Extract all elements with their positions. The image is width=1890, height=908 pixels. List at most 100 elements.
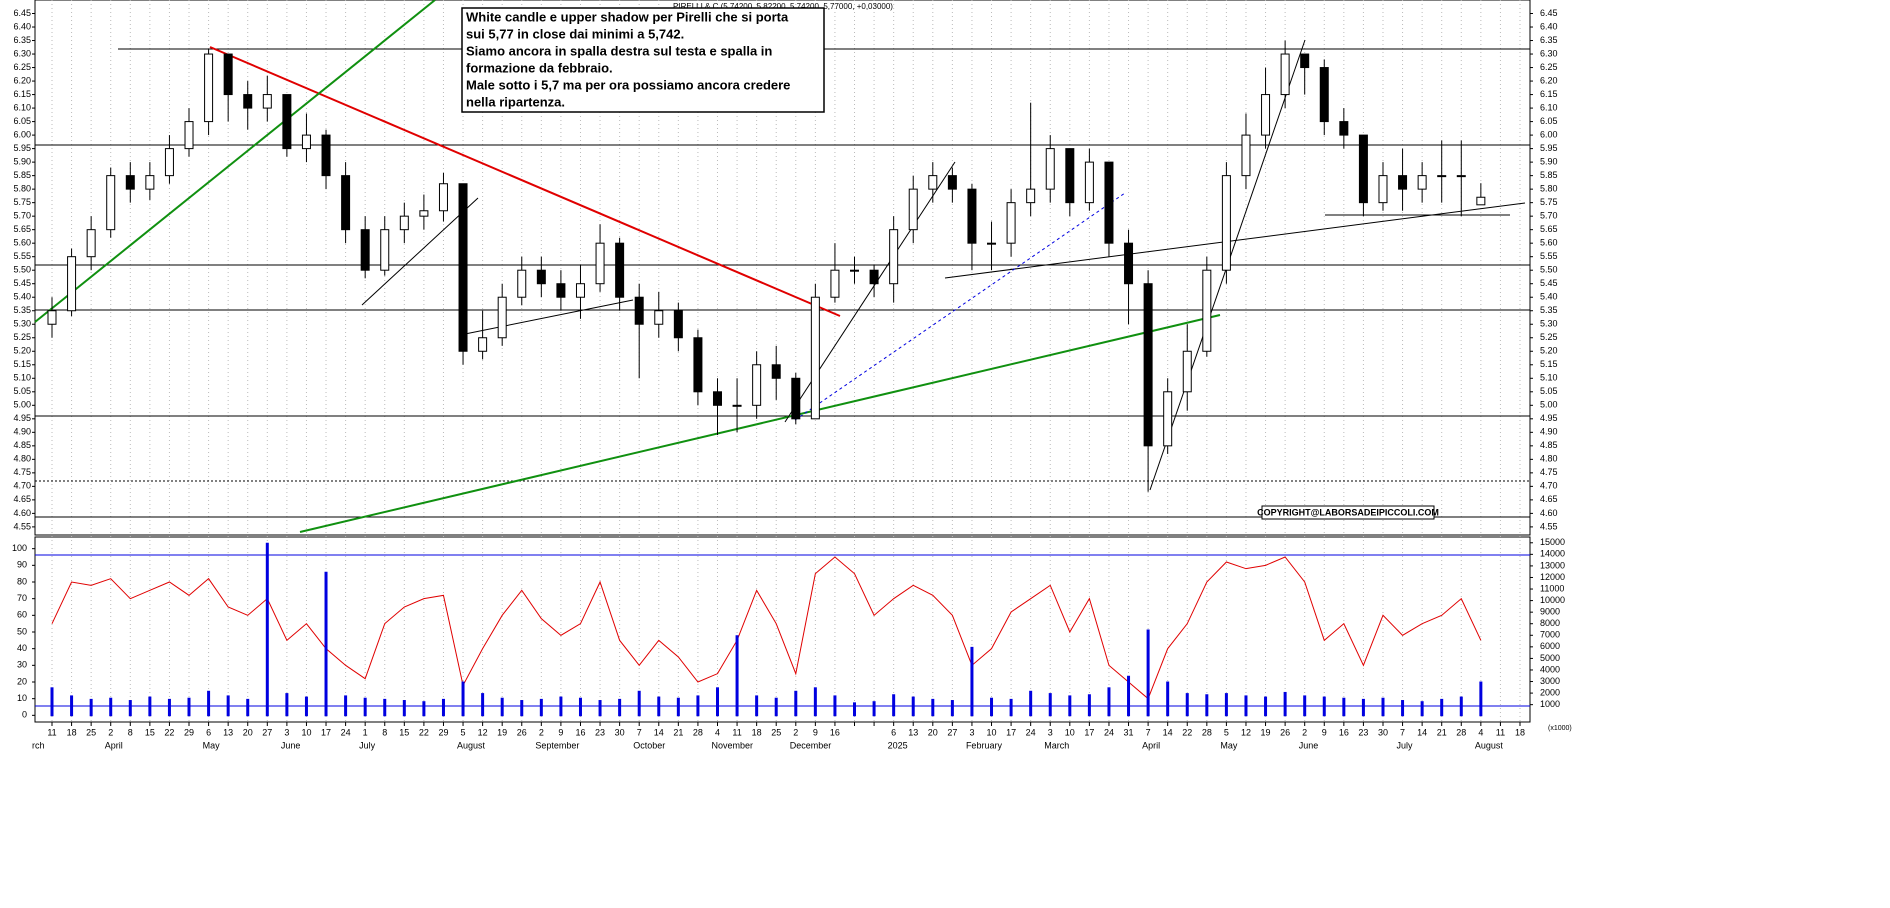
candle-body xyxy=(282,94,292,150)
candle-body xyxy=(1398,175,1408,190)
annotation-line: sui 5,77 in close dai minimi a 5,742. xyxy=(466,26,684,41)
candle-body xyxy=(673,310,683,339)
y-tick-label: 5.40 xyxy=(1540,292,1558,302)
x-tick-label: 14 xyxy=(1417,727,1427,737)
y-tick-label: 4.80 xyxy=(1540,454,1558,464)
y-tick-label: 90 xyxy=(17,560,27,570)
month-label: February xyxy=(966,740,1003,750)
candle-body xyxy=(654,310,664,325)
y-tick-label: 4.75 xyxy=(13,467,31,477)
y2-tick-label: 3000 xyxy=(1540,676,1560,686)
rsi-line xyxy=(51,556,1482,700)
x-tick-label: 8 xyxy=(128,727,133,737)
x-tick-label: 25 xyxy=(86,727,96,737)
x-tick-label: 7 xyxy=(1146,727,1151,737)
marks xyxy=(47,40,1486,717)
chart-title: PIRELLI & C (5,74200, 5,82200, 5,74200, … xyxy=(673,2,893,11)
x-tick-label: 18 xyxy=(67,727,77,737)
candle-body xyxy=(1417,175,1427,190)
x-tick-label: 10 xyxy=(1065,727,1075,737)
candle-body xyxy=(1358,134,1368,204)
x-tick-label: 9 xyxy=(1322,727,1327,737)
month-label: July xyxy=(1397,740,1414,750)
y-tick-label: 6.05 xyxy=(1540,116,1558,126)
y-tick-label: 6.15 xyxy=(1540,89,1558,99)
candle-body xyxy=(223,53,233,96)
x-tick-label: 10 xyxy=(987,727,997,737)
candle-body xyxy=(1202,269,1212,352)
month-label: May xyxy=(1220,740,1238,750)
y-tick-label: 5.40 xyxy=(13,292,31,302)
x-tick-label: 3 xyxy=(1048,727,1053,737)
x-tick-label: 16 xyxy=(1339,727,1349,737)
y-tick-label: 5.15 xyxy=(13,359,31,369)
x-tick-label: 18 xyxy=(1515,727,1525,737)
month-label: April xyxy=(1142,740,1160,750)
y-tick-label: 5.55 xyxy=(1540,251,1558,261)
x-tick-label: 27 xyxy=(947,727,957,737)
y-tick-label: 5.70 xyxy=(13,211,31,221)
y-tick-label: 4.60 xyxy=(13,508,31,518)
candle-body xyxy=(1026,188,1036,204)
candle-body xyxy=(204,53,214,123)
y-tick-label: 100 xyxy=(12,543,27,553)
x-tick-label: 2 xyxy=(793,727,798,737)
y2-tick-label: 6000 xyxy=(1540,641,1560,651)
y-tick-label: 5.50 xyxy=(13,265,31,275)
y-tick-label: 4.85 xyxy=(13,440,31,450)
x-tick-label: 16 xyxy=(830,727,840,737)
y2-tick-label: 1000 xyxy=(1540,699,1560,709)
candle-body xyxy=(1437,175,1447,178)
candle-body xyxy=(47,310,57,325)
annotation-line: formazione da febbraio. xyxy=(466,60,613,75)
y2-tick-label: 12000 xyxy=(1540,572,1565,582)
candle-body xyxy=(536,269,546,285)
y-tick-label: 6.45 xyxy=(13,8,31,18)
x-tick-label: 30 xyxy=(615,727,625,737)
x-tick-label: 5 xyxy=(461,727,466,737)
x-tick-label: 22 xyxy=(419,727,429,737)
candle-body xyxy=(1261,94,1271,136)
y-tick-label: 4.55 xyxy=(1540,521,1558,531)
x-tick-label: 4 xyxy=(715,727,720,737)
x-tick-label: 15 xyxy=(145,727,155,737)
x-tick-label: 20 xyxy=(928,727,938,737)
x-tick-label: 20 xyxy=(243,727,253,737)
candle-body xyxy=(1084,161,1094,204)
candle-body xyxy=(634,296,644,325)
trend-line xyxy=(299,314,1221,533)
annotation: White candle e upper shadow per Pirelli … xyxy=(461,7,825,113)
candle-body xyxy=(693,337,703,393)
y-tick-label: 6.20 xyxy=(1540,75,1558,85)
x-tick-label: 14 xyxy=(1163,727,1173,737)
candle-body xyxy=(791,377,801,420)
y-tick-label: 4.55 xyxy=(13,521,31,531)
y2-tick-label: 7000 xyxy=(1540,630,1560,640)
x-tick-label: 3 xyxy=(969,727,974,737)
candle-body xyxy=(125,175,135,190)
y-tick-label: 5.10 xyxy=(13,373,31,383)
y-tick-label: 6.05 xyxy=(13,116,31,126)
month-label: June xyxy=(1299,740,1319,750)
x-tick-label: 2 xyxy=(1302,727,1307,737)
y-tick-label: 4.70 xyxy=(1540,481,1558,491)
candle-body xyxy=(145,175,155,190)
y-tick-label: 4.75 xyxy=(1540,467,1558,477)
y-tick-label: 5.45 xyxy=(1540,278,1558,288)
y-tick-label: 40 xyxy=(17,643,27,653)
x-tick-label: 8 xyxy=(382,727,387,737)
y-tick-label: 5.50 xyxy=(1540,265,1558,275)
x-tick-label: 12 xyxy=(478,727,488,737)
x-tick-label: 16 xyxy=(575,727,585,737)
x-tick-label: 11 xyxy=(732,727,741,737)
y-tick-label: 5.20 xyxy=(13,346,31,356)
candle-body xyxy=(1476,196,1486,206)
candle-body xyxy=(556,283,566,298)
x-tick-label: 9 xyxy=(813,727,818,737)
y-tick-label: 5.30 xyxy=(13,319,31,329)
x-tick-label: 28 xyxy=(1202,727,1212,737)
candle-body xyxy=(928,175,938,190)
x-tick-label: 31 xyxy=(1124,727,1134,737)
y-tick-label: 6.40 xyxy=(13,21,31,31)
candle-body xyxy=(771,364,781,379)
